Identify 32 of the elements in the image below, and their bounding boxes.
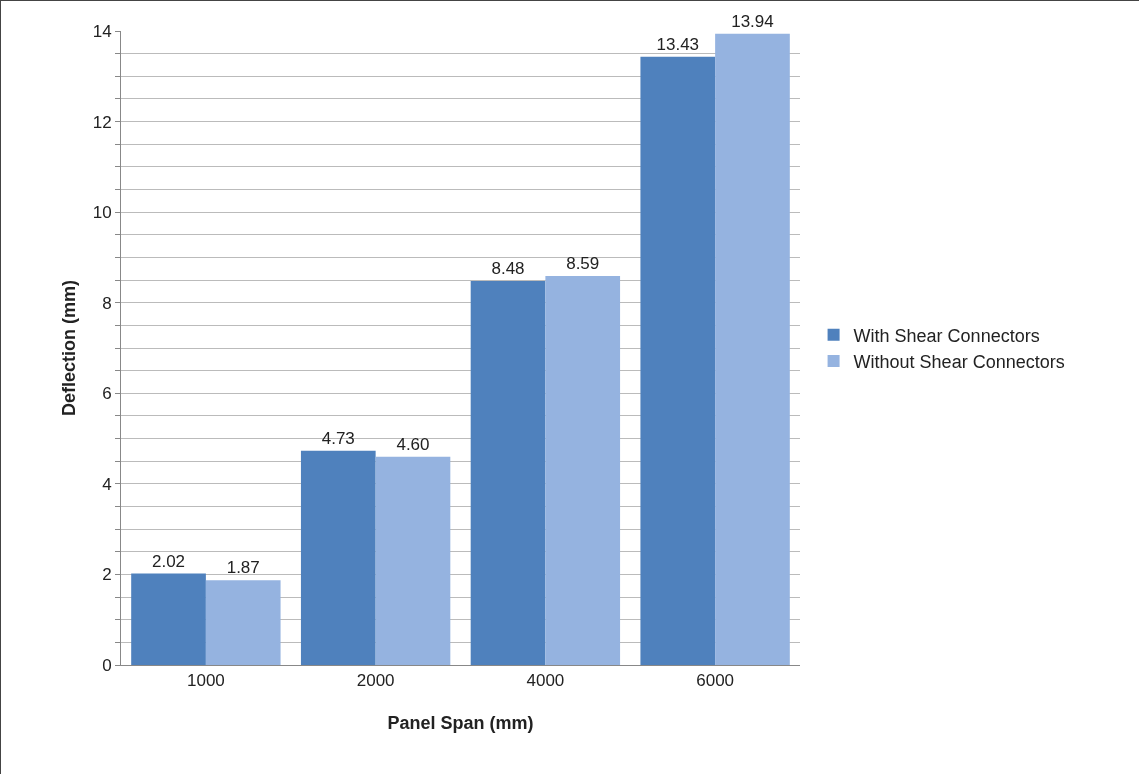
x-tick-label: 4000 (526, 671, 565, 691)
x-axis-title: Panel Span (mm) (387, 713, 534, 733)
data-label: 8.59 (566, 254, 600, 273)
bar (545, 276, 621, 665)
data-label: 1.87 (226, 558, 260, 578)
y-tick-label: 4 (102, 474, 112, 494)
x-tick-label: 2000 (356, 671, 395, 691)
x-tick-label: 1000 (186, 671, 225, 691)
data-label: 8.48 (491, 258, 525, 278)
y-tick-label: 14 (92, 21, 112, 41)
y-tick-label: 12 (92, 112, 112, 132)
data-label: 13.94 (731, 11, 774, 31)
bar (300, 450, 376, 665)
data-label: 4.60 (396, 434, 430, 454)
bar (205, 580, 281, 665)
bar (375, 456, 451, 665)
bar (715, 33, 790, 665)
y-tick-label: 6 (102, 384, 112, 404)
y-tick-label: 0 (102, 655, 112, 675)
y-axis-title: Deflection (mm) (59, 279, 79, 417)
bar (640, 56, 716, 665)
y-tick-label: 10 (92, 203, 112, 223)
bar (131, 573, 206, 665)
legend-label: With Shear Connectors (853, 325, 1040, 346)
x-tick-label: 6000 (696, 671, 735, 691)
bar (470, 280, 546, 665)
y-tick-label: 8 (102, 293, 112, 313)
legend-label: Without Shear Connectors (853, 352, 1065, 373)
y-tick-label: 2 (102, 565, 112, 585)
data-label: 13.43 (656, 34, 700, 54)
data-label: 4.73 (321, 428, 355, 448)
data-label: 2.02 (151, 551, 186, 571)
